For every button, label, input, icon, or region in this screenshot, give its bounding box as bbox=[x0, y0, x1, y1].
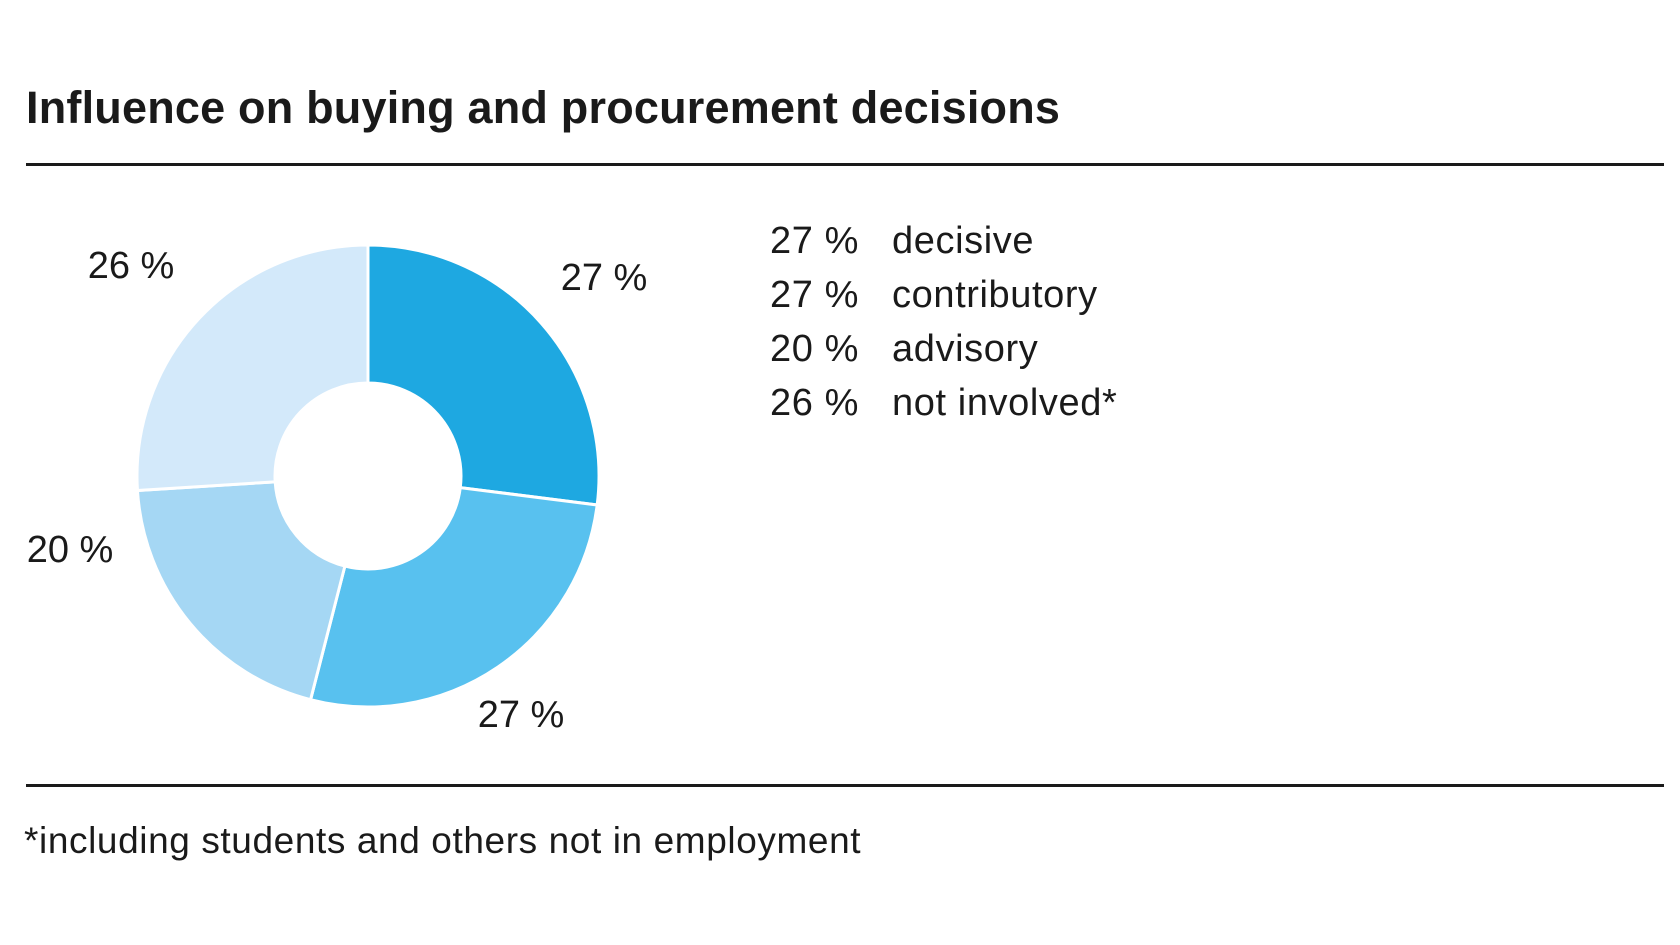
legend-label: not involved* bbox=[892, 382, 1118, 424]
top-divider bbox=[26, 163, 1664, 166]
legend-value: 27 % bbox=[770, 220, 860, 262]
legend-label: decisive bbox=[892, 220, 1035, 262]
slice-not-involved bbox=[135, 243, 370, 493]
slice-label-decisive: 27 % bbox=[561, 257, 648, 299]
slice-contributory bbox=[308, 485, 599, 709]
slice-decisive bbox=[366, 243, 601, 507]
slice-label-advisory: 20 % bbox=[27, 529, 114, 571]
legend-row-decisive: 27 % decisive bbox=[770, 220, 1117, 274]
slice-label-not-involved: 26 % bbox=[88, 245, 175, 287]
chart-title: Influence on buying and procurement deci… bbox=[26, 82, 1061, 133]
donut-slices bbox=[135, 243, 601, 709]
legend-value: 27 % bbox=[770, 274, 860, 316]
legend-row-not-involved: 26 % not involved* bbox=[770, 382, 1117, 436]
legend-label: advisory bbox=[892, 328, 1039, 370]
legend-label: contributory bbox=[892, 274, 1098, 316]
legend-value: 26 % bbox=[770, 382, 860, 424]
footnote: *including students and others not in em… bbox=[24, 820, 862, 861]
slice-labels: 27 % 27 % 20 % 26 % bbox=[27, 245, 648, 736]
legend-value: 20 % bbox=[770, 328, 860, 370]
legend-row-advisory: 20 % advisory bbox=[770, 328, 1117, 382]
legend-row-contributory: 27 % contributory bbox=[770, 274, 1117, 328]
bottom-divider bbox=[26, 784, 1664, 787]
slice-label-contributory: 27 % bbox=[478, 694, 565, 736]
legend: 27 % decisive 27 % contributory 20 % adv… bbox=[770, 220, 1117, 436]
slice-advisory bbox=[135, 480, 347, 702]
